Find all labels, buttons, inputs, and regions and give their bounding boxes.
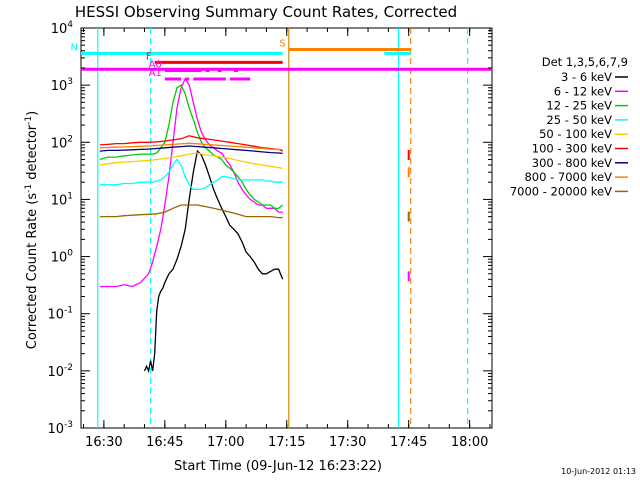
y-tick-label-3: 100 [51, 249, 74, 266]
x-tick-label-2: 17:00 [207, 435, 244, 450]
y-label-mid: detector [25, 124, 40, 184]
x-tick-label-5: 17:45 [390, 435, 427, 450]
y-tick-label-5: 102 [51, 134, 73, 151]
y-label-end: ) [25, 111, 40, 116]
series-line-4 [99, 152, 283, 169]
y-tick-label-6: 103 [51, 77, 73, 94]
series-line-7 [99, 142, 283, 151]
legend-header: Det 1,3,5,6,7,9 [542, 55, 628, 69]
y-label-sup2: -1 [24, 116, 34, 125]
series-line-3 [99, 158, 283, 191]
x-axis: 16:30 16:45 17:00 17:15 17:30 17:45 18:00 [83, 28, 491, 450]
legend-label-1: 6 - 12 keV [554, 84, 612, 98]
y-tick-label-0: 10-3 [47, 420, 73, 437]
legend-label-8: 7000 - 20000 keV [510, 184, 612, 198]
x-tick-label-3: 17:15 [268, 435, 305, 450]
flag-label-S: S [279, 39, 285, 50]
legend-label-0: 3 - 6 keV [561, 70, 612, 84]
legend-label-6: 300 - 800 keV [532, 156, 612, 170]
footer-timestamp: 10-Jun-2012 01:13 [561, 467, 636, 476]
y-tick-label-4: 101 [51, 191, 73, 208]
legend-label-2: 12 - 25 keV [546, 99, 612, 113]
flag-label-A1: A1 [149, 68, 162, 79]
x-tick-label-6: 18:00 [451, 435, 488, 450]
flag-label-A0: A0 [149, 60, 162, 71]
series-line-1 [99, 77, 283, 288]
plot-frame [80, 27, 493, 429]
legend-label-7: 800 - 7000 keV [524, 170, 612, 184]
y-tick-label-2: 10-1 [47, 306, 73, 323]
y-tick-label-7: 104 [51, 20, 74, 37]
series-line-5 [99, 135, 283, 152]
series-line-0 [143, 149, 284, 374]
legend-label-5: 100 - 300 keV [532, 142, 612, 156]
y-axis-label: Corrected Count Rate (s-1 detector-1) [24, 111, 40, 349]
series-line-6 [99, 145, 283, 155]
x-axis-label: Start Time (09-Jun-12 16:23:22) [174, 459, 382, 474]
x-tick-label-1: 16:45 [146, 435, 183, 450]
y-label-main: Corrected Count Rate (s [25, 193, 40, 350]
series-line-8 [99, 204, 283, 219]
chart-title: HESSI Observing Summary Count Rates, Cor… [75, 3, 457, 21]
y-tick-label-1: 10-2 [47, 363, 73, 380]
x-tick-label-4: 17:30 [329, 435, 366, 450]
legend-label-4: 50 - 100 keV [539, 127, 612, 141]
y-axis: 10-3 10-2 10-1 100 101 102 103 104 [47, 20, 492, 437]
legend-label-3: 25 - 50 keV [546, 113, 612, 127]
x-tick-label-0: 16:30 [85, 435, 122, 450]
series-line-2 [99, 84, 284, 209]
flag-label-N: N [71, 42, 78, 53]
flag-label-F: F [146, 51, 152, 62]
y-label-sup1: -1 [24, 184, 34, 193]
